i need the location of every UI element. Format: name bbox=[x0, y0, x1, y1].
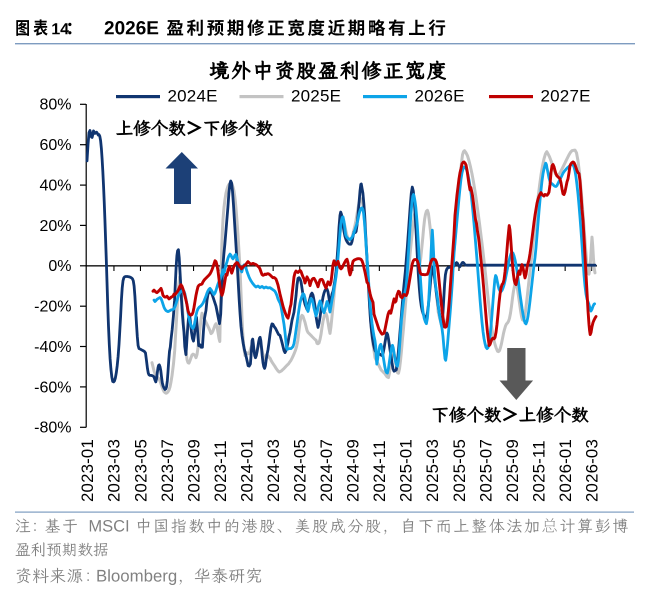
svg-text:2024-03: 2024-03 bbox=[264, 439, 283, 502]
svg-text:80%: 80% bbox=[39, 97, 71, 114]
svg-text:40%: 40% bbox=[39, 178, 71, 195]
svg-text:2025-11: 2025-11 bbox=[529, 440, 548, 502]
svg-text:2025-09: 2025-09 bbox=[503, 439, 522, 502]
svg-text:2023-03: 2023-03 bbox=[105, 439, 124, 502]
svg-text:2025-05: 2025-05 bbox=[450, 439, 469, 502]
svg-text:2026E: 2026E bbox=[415, 86, 465, 105]
svg-text:0%: 0% bbox=[48, 258, 71, 275]
svg-text:2023-07: 2023-07 bbox=[158, 439, 177, 502]
svg-text:60%: 60% bbox=[39, 137, 71, 154]
svg-text:2024-05: 2024-05 bbox=[291, 439, 310, 502]
svg-text:2023-01: 2023-01 bbox=[78, 439, 97, 502]
svg-text:2023-09: 2023-09 bbox=[184, 439, 203, 502]
svg-text:-80%: -80% bbox=[34, 420, 71, 437]
svg-text:2023-05: 2023-05 bbox=[131, 439, 150, 502]
svg-text:-60%: -60% bbox=[34, 379, 71, 396]
svg-text:20%: 20% bbox=[39, 218, 71, 235]
svg-text:2023-11: 2023-11 bbox=[211, 440, 230, 502]
svg-text:2024-11: 2024-11 bbox=[370, 440, 389, 502]
svg-text:2025-03: 2025-03 bbox=[423, 439, 442, 502]
svg-text:2024-09: 2024-09 bbox=[344, 439, 363, 502]
svg-text:2027E: 2027E bbox=[541, 86, 591, 105]
svg-text:2024E: 2024E bbox=[168, 86, 218, 105]
svg-text:-40%: -40% bbox=[34, 339, 71, 356]
svg-text:2025E: 2025E bbox=[291, 86, 341, 105]
svg-text:2026-03: 2026-03 bbox=[583, 439, 602, 502]
svg-text:2024-01: 2024-01 bbox=[237, 439, 256, 502]
svg-text:2025-07: 2025-07 bbox=[476, 439, 495, 502]
svg-text:2024-07: 2024-07 bbox=[317, 439, 336, 502]
svg-text:2026-01: 2026-01 bbox=[556, 439, 575, 502]
svg-text:-20%: -20% bbox=[34, 299, 71, 316]
svg-text:2025-01: 2025-01 bbox=[397, 439, 416, 502]
